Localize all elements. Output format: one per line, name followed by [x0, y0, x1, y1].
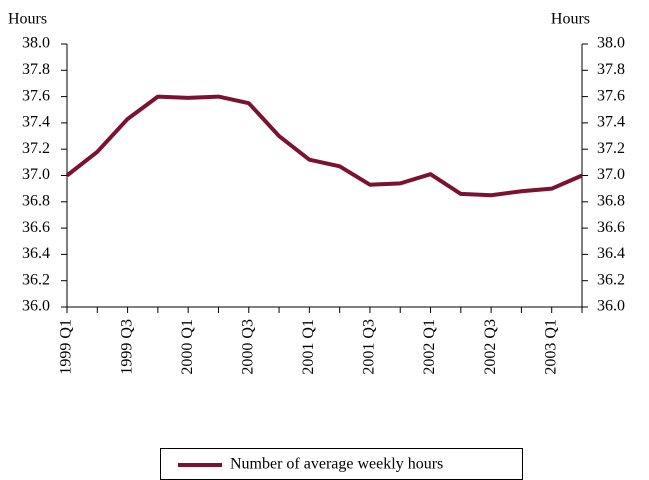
- y-tick-label: 36.2: [22, 271, 50, 288]
- y-tick-label: 37.4: [22, 114, 50, 131]
- y-tick-label: 38.0: [22, 35, 50, 52]
- y2-tick-label: 36.0: [597, 298, 625, 315]
- y2-tick-label: 36.2: [597, 271, 625, 288]
- y2-tick-label: 36.8: [597, 192, 625, 209]
- x-tick-label: 2001 Q1: [300, 319, 317, 375]
- y-tick-label: 37.0: [22, 166, 50, 183]
- y2-tick-label: 37.2: [597, 140, 625, 157]
- x-tick-label: 2001 Q3: [361, 319, 378, 375]
- y2-tick-label: 36.6: [597, 219, 625, 236]
- y2-tick-label: 37.0: [597, 166, 625, 183]
- y2-tick-label: 37.8: [597, 61, 625, 78]
- x-tick-label: 2002 Q3: [482, 319, 499, 375]
- y2-tick-label: 38.0: [597, 35, 625, 52]
- y2-tick-label: 36.4: [597, 245, 625, 262]
- x-tick-label: 2000 Q1: [179, 319, 196, 375]
- y-tick-label: 37.2: [22, 140, 50, 157]
- y2-tick-label: 37.6: [597, 87, 625, 104]
- x-tick-label: 2000 Q3: [239, 319, 256, 375]
- y-tick-label: 37.6: [22, 87, 50, 104]
- y-tick-label: 36.0: [22, 298, 50, 315]
- y-tick-label: 37.8: [22, 61, 50, 78]
- y2-tick-label: 37.4: [597, 114, 625, 131]
- data-line: [65, 94, 583, 198]
- x-tick-label: 2003 Q1: [542, 319, 559, 375]
- x-tick-label: 2002 Q1: [421, 319, 438, 375]
- y2-axis-title: Hours: [551, 11, 590, 28]
- y-tick-label: 36.4: [22, 245, 50, 262]
- y-tick-label: 36.8: [22, 192, 50, 209]
- x-tick-label: 1999 Q1: [58, 319, 75, 375]
- x-tick-label: 1999 Q3: [118, 319, 135, 375]
- y-axis-title: Hours: [8, 11, 47, 28]
- y-tick-label: 36.6: [22, 219, 50, 236]
- legend-label: Number of average weekly hours: [230, 456, 443, 473]
